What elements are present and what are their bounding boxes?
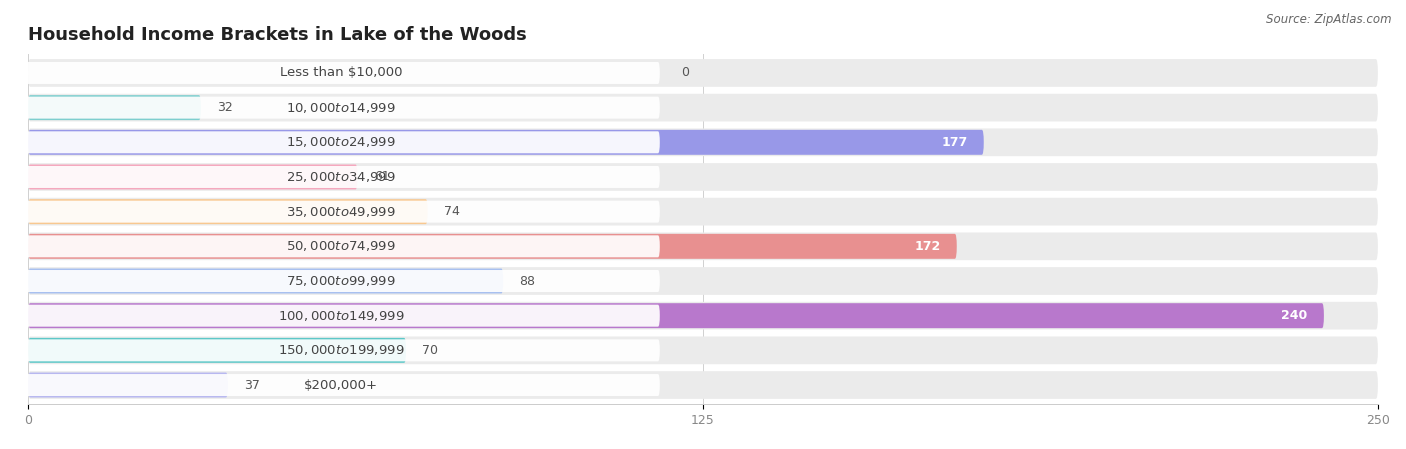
FancyBboxPatch shape: [28, 338, 406, 363]
Text: Less than $10,000: Less than $10,000: [280, 66, 402, 79]
Text: 240: 240: [1281, 309, 1308, 322]
Text: $25,000 to $34,999: $25,000 to $34,999: [287, 170, 396, 184]
FancyBboxPatch shape: [22, 97, 659, 119]
Text: $15,000 to $24,999: $15,000 to $24,999: [287, 135, 396, 150]
FancyBboxPatch shape: [28, 199, 427, 224]
FancyBboxPatch shape: [28, 163, 1378, 191]
FancyBboxPatch shape: [28, 198, 1378, 225]
Text: 88: 88: [519, 274, 536, 287]
FancyBboxPatch shape: [22, 374, 659, 396]
Text: 37: 37: [245, 379, 260, 392]
FancyBboxPatch shape: [22, 62, 659, 84]
FancyBboxPatch shape: [22, 235, 659, 257]
Text: $50,000 to $74,999: $50,000 to $74,999: [287, 239, 396, 253]
Text: $75,000 to $99,999: $75,000 to $99,999: [287, 274, 396, 288]
FancyBboxPatch shape: [22, 270, 659, 292]
FancyBboxPatch shape: [28, 234, 956, 259]
Text: 172: 172: [914, 240, 941, 253]
FancyBboxPatch shape: [28, 59, 1378, 87]
FancyBboxPatch shape: [28, 373, 228, 397]
Text: 177: 177: [941, 136, 967, 149]
Text: Source: ZipAtlas.com: Source: ZipAtlas.com: [1267, 13, 1392, 26]
FancyBboxPatch shape: [28, 302, 1378, 330]
Text: Household Income Brackets in Lake of the Woods: Household Income Brackets in Lake of the…: [28, 26, 527, 44]
FancyBboxPatch shape: [28, 267, 1378, 295]
Text: $200,000+: $200,000+: [304, 379, 378, 392]
Text: $150,000 to $199,999: $150,000 to $199,999: [278, 343, 405, 357]
FancyBboxPatch shape: [28, 303, 1324, 328]
Text: $35,000 to $49,999: $35,000 to $49,999: [287, 205, 396, 219]
FancyBboxPatch shape: [28, 269, 503, 294]
FancyBboxPatch shape: [28, 95, 201, 120]
Text: $10,000 to $14,999: $10,000 to $14,999: [287, 101, 396, 114]
Text: 61: 61: [374, 171, 389, 184]
FancyBboxPatch shape: [22, 339, 659, 361]
FancyBboxPatch shape: [22, 166, 659, 188]
FancyBboxPatch shape: [22, 201, 659, 223]
FancyBboxPatch shape: [28, 94, 1378, 122]
Text: $100,000 to $149,999: $100,000 to $149,999: [278, 308, 405, 323]
FancyBboxPatch shape: [28, 336, 1378, 364]
Text: 32: 32: [217, 101, 233, 114]
FancyBboxPatch shape: [28, 130, 984, 155]
Text: 0: 0: [682, 66, 689, 79]
FancyBboxPatch shape: [28, 164, 357, 189]
FancyBboxPatch shape: [22, 305, 659, 327]
Text: 74: 74: [444, 205, 460, 218]
FancyBboxPatch shape: [28, 371, 1378, 399]
FancyBboxPatch shape: [28, 128, 1378, 156]
FancyBboxPatch shape: [22, 131, 659, 153]
Text: 70: 70: [422, 344, 439, 357]
FancyBboxPatch shape: [28, 233, 1378, 260]
